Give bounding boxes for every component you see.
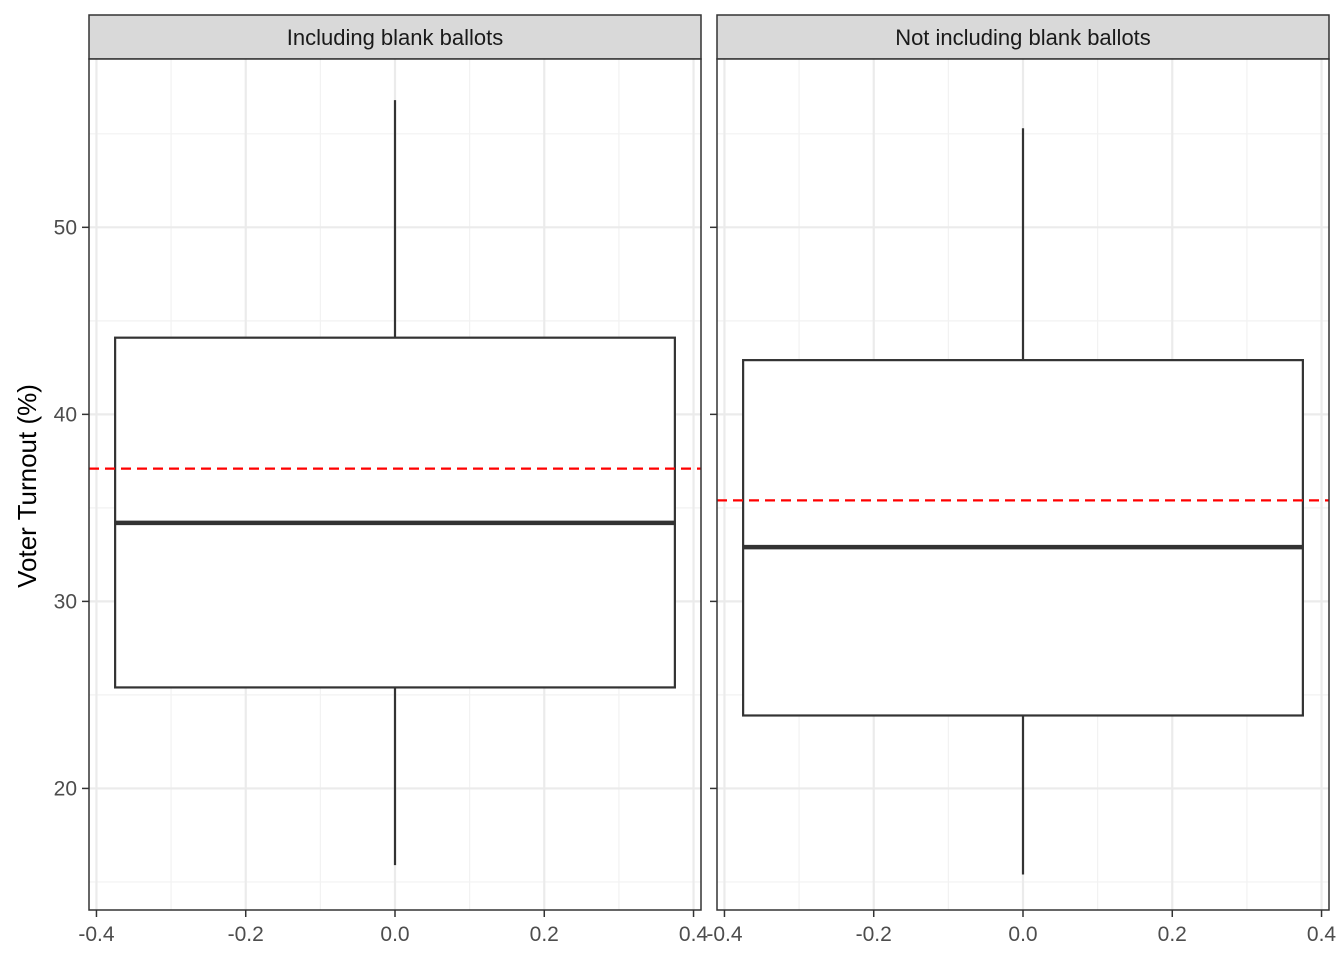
y-tick-label: 20: [54, 777, 77, 800]
strip-label: Including blank ballots: [287, 25, 503, 50]
y-tick-label: 30: [54, 590, 77, 613]
y-tick-label: 40: [54, 403, 77, 426]
x-tick-label: 0.2: [1158, 923, 1187, 946]
strip-background: [88, 14, 702, 60]
x-tick-label: 0.4: [1307, 923, 1337, 946]
y-tick-label: 50: [54, 216, 77, 239]
x-tick-label: 0.2: [530, 923, 559, 946]
x-tick-label: -0.2: [228, 923, 264, 946]
strip-background: [716, 14, 1330, 60]
y-axis-label: Voter Turnout (%): [12, 384, 42, 588]
panel-1: Including blank ballots -0.4 -0.2 0.0 0.2 0.4…: [54, 14, 709, 946]
x-tick-label: 0.4: [679, 923, 709, 946]
panel-2: Not including blank ballots -0.4 -0.2 0.0 0.…: [706, 14, 1337, 946]
strip-label: Not including blank ballots: [895, 25, 1151, 50]
x-tick-label: -0.2: [856, 923, 892, 946]
x-tick-label: 0.0: [1008, 923, 1037, 946]
x-tick-label: -0.4: [78, 923, 115, 946]
box-iqr: [742, 359, 1304, 717]
box-iqr: [114, 336, 676, 689]
panels-layer: Including blank ballots -0.4 -0.2 0.0 0.2 0.4…: [54, 14, 1337, 946]
x-tick-label: 0.0: [380, 923, 409, 946]
x-tick-label: -0.4: [706, 923, 743, 946]
